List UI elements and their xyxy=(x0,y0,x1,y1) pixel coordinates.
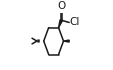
Text: O: O xyxy=(57,1,65,11)
Text: Cl: Cl xyxy=(69,17,79,27)
Polygon shape xyxy=(63,40,69,42)
Polygon shape xyxy=(58,20,62,28)
